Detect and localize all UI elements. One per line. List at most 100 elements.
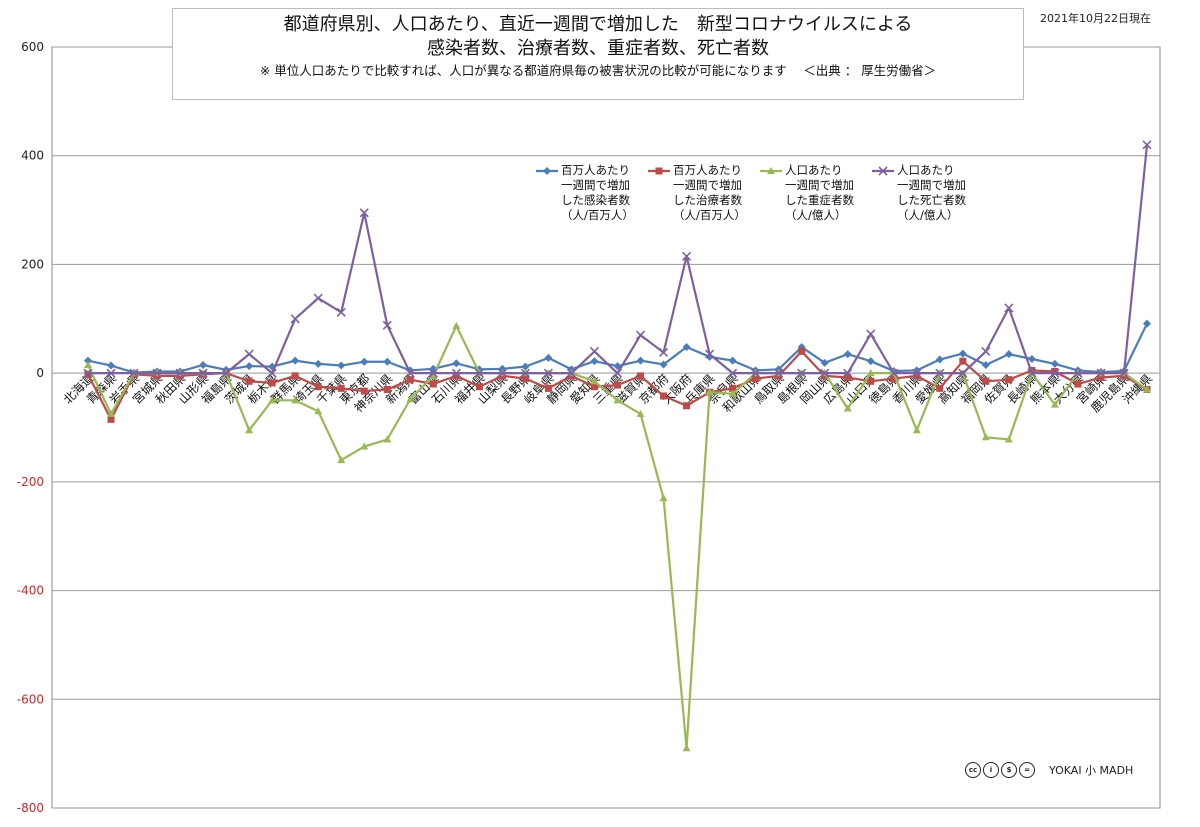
data-point <box>84 356 92 365</box>
legend-label: 百万人あたり 一週間で増加 した治療者数 （人/百万人） <box>673 163 746 222</box>
data-point <box>752 375 760 383</box>
data-point <box>843 404 852 412</box>
data-point <box>291 372 299 380</box>
data-point <box>83 368 93 378</box>
data-point <box>797 368 807 378</box>
data-point <box>429 380 437 388</box>
data-point <box>1027 355 1036 364</box>
series-4 <box>83 140 1152 378</box>
data-point <box>659 360 668 369</box>
data-point <box>1097 373 1105 381</box>
series-1 <box>84 319 1151 377</box>
data-point <box>982 377 990 385</box>
by-icon: i <box>983 762 999 778</box>
data-point <box>1004 303 1014 313</box>
data-point <box>613 396 622 404</box>
data-point <box>820 358 829 367</box>
data-point <box>705 388 714 396</box>
data-point <box>1143 385 1151 393</box>
data-point <box>314 359 323 368</box>
data-point <box>1051 368 1059 376</box>
data-point <box>474 368 484 378</box>
data-point <box>1142 140 1152 150</box>
data-point <box>544 353 553 362</box>
data-point <box>728 389 737 397</box>
data-point <box>820 368 830 378</box>
data-point <box>267 368 277 378</box>
data-point <box>981 360 990 369</box>
data-point <box>866 369 875 377</box>
data-point <box>152 368 162 378</box>
data-point <box>337 384 345 392</box>
series-2 <box>84 347 1151 423</box>
data-point <box>543 167 551 175</box>
data-point <box>383 435 392 443</box>
cc-icon: cc <box>965 762 981 778</box>
data-point <box>889 368 899 378</box>
data-point <box>360 357 369 366</box>
data-point <box>1004 350 1013 359</box>
chart-title-line1: 都道府県別、人口あたり、直近一週間で増加した 新型コロナウイルスによる <box>283 14 913 35</box>
data-point <box>451 368 461 378</box>
data-point <box>291 356 300 365</box>
data-point <box>566 368 577 378</box>
data-point <box>798 347 806 355</box>
data-point <box>199 360 208 369</box>
title-box: 都道府県別、人口あたり、直近一週間で増加した 新型コロナウイルスによる 感染者数… <box>172 8 1024 100</box>
data-point <box>866 357 875 366</box>
plot-area <box>51 46 1161 809</box>
data-point <box>1119 368 1129 378</box>
data-point <box>198 368 208 378</box>
data-point <box>314 383 322 391</box>
data-point <box>129 368 139 378</box>
data-point <box>1050 368 1060 378</box>
data-point <box>958 349 967 358</box>
data-point <box>878 166 888 176</box>
data-point <box>935 355 944 364</box>
data-point <box>1096 368 1106 378</box>
data-point <box>107 361 116 370</box>
data-point <box>1073 368 1083 378</box>
legend-marker <box>648 167 670 175</box>
data-point <box>268 396 277 404</box>
data-point <box>1027 368 1037 378</box>
data-point <box>636 409 645 417</box>
data-point <box>658 347 669 358</box>
data-point <box>660 392 668 400</box>
data-point <box>681 251 692 261</box>
data-point <box>1074 380 1082 388</box>
data-point <box>291 396 300 404</box>
data-point <box>359 208 369 218</box>
legend-label: 人口あたり 一週間で増加 した重症者数 （人/億人） <box>785 163 854 222</box>
data-point <box>336 307 346 317</box>
legend-label: 百万人あたり 一週間で増加 した感染者数 （人/百万人） <box>561 163 634 222</box>
data-point <box>313 293 323 303</box>
data-point <box>543 368 554 378</box>
data-point <box>107 415 115 423</box>
data-point <box>106 368 116 378</box>
legend-marker <box>536 167 558 175</box>
data-point <box>245 426 254 434</box>
data-point <box>1143 319 1151 328</box>
y-tick-label: 200 <box>21 257 44 271</box>
legend-marker <box>760 167 782 174</box>
data-point <box>959 357 967 365</box>
data-point <box>637 372 645 380</box>
footer-logos: cc i $ = YOKAI 小 MADH <box>965 762 1133 778</box>
data-point <box>360 442 369 450</box>
data-point <box>1004 435 1013 443</box>
data-point <box>1050 359 1059 368</box>
data-point <box>590 383 598 391</box>
data-point <box>728 356 737 365</box>
license-icons: cc i $ = <box>965 762 1035 778</box>
legend-marker <box>872 166 894 176</box>
data-point <box>682 343 691 352</box>
brand-logo: YOKAI 小 MADH <box>1049 764 1134 777</box>
data-point <box>936 384 944 392</box>
data-point <box>912 368 922 378</box>
data-point <box>636 356 645 365</box>
y-tick-label: 600 <box>21 40 44 54</box>
legend-label: 人口あたり 一週間で増加 した死亡者数 （人/億人） <box>897 163 966 222</box>
data-point <box>912 426 921 434</box>
